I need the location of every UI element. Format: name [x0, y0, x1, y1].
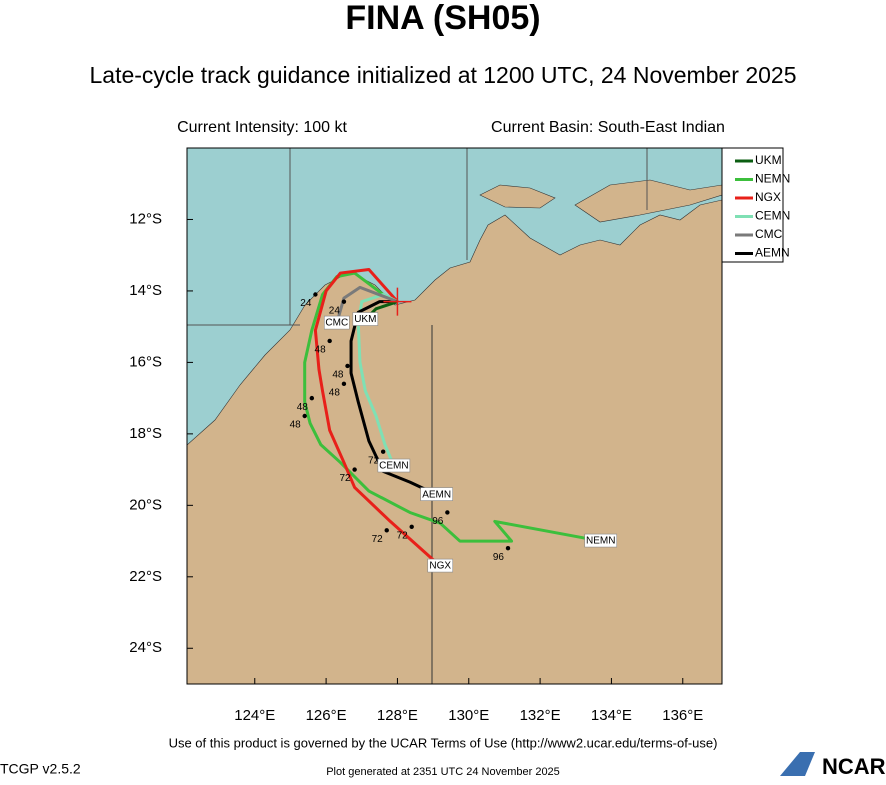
logo: NCAR [822, 754, 886, 779]
forecast-point [380, 449, 386, 454]
track-label-box [427, 558, 454, 573]
hour-label: 72 [372, 534, 384, 545]
legend-label: AEMN [755, 246, 790, 260]
track-label: UKM [354, 314, 376, 325]
hour-label: 48 [297, 402, 309, 413]
generated: Plot generated at 2351 UTC 24 November 2… [326, 766, 560, 778]
track [349, 300, 438, 496]
hour-label: 72 [368, 455, 380, 466]
track-label: NEMN [586, 536, 615, 547]
forecast-point [352, 467, 357, 472]
legend-label: NEMN [755, 172, 790, 186]
x-tick-label: 136°E [662, 707, 703, 724]
version: TCGP v2.5.2 [0, 761, 81, 777]
basin: Current Basin: South-East Indian [491, 119, 725, 136]
forecast-point [313, 292, 318, 297]
intensity: Current Intensity: 100 kt [177, 119, 347, 136]
legend-label: CEMN [755, 209, 790, 223]
subtitle: Late-cycle track guidance initialized at… [90, 62, 797, 88]
forecast-point [345, 363, 350, 369]
legend-label: UKM [755, 153, 782, 167]
forecast-point [302, 413, 307, 419]
track-label-box [377, 458, 411, 473]
land [187, 199, 722, 684]
logo-mark [780, 752, 815, 776]
y-tick-label: 22°S [129, 568, 162, 585]
y-tick-label: 20°S [129, 496, 162, 513]
x-tick-label: 128°E [377, 707, 418, 724]
track-label: CEMN [379, 461, 408, 472]
forecast-point [341, 381, 347, 387]
forecast-point [384, 528, 389, 533]
hour-label: 24 [329, 305, 341, 316]
x-tick-label: 132°E [520, 707, 561, 724]
track-label-box [352, 312, 379, 326]
x-tick-label: 134°E [591, 707, 632, 724]
forecast-point [327, 338, 332, 344]
hour-label: 96 [432, 516, 444, 527]
track [313, 267, 442, 568]
track [356, 293, 399, 467]
forecast-point [505, 546, 511, 551]
track-label-box [323, 315, 350, 330]
legend [721, 147, 784, 263]
track [335, 285, 398, 324]
island [479, 184, 556, 209]
track-label: AEMN [422, 489, 451, 500]
hour-label: 48 [332, 370, 344, 381]
forecast-point [409, 524, 414, 529]
y-tick-label: 14°S [129, 282, 162, 299]
y-tick-label: 12°S [129, 210, 162, 227]
x-tick-label: 126°E [306, 707, 347, 724]
legend-label: CMC [755, 227, 783, 241]
land [574, 179, 722, 223]
track-label-box [420, 487, 453, 501]
y-tick-label: 24°S [129, 639, 162, 656]
hour-label: 96 [493, 552, 505, 563]
frame [186, 147, 723, 685]
track-label: CMC [325, 318, 348, 329]
legend-label: NGX [755, 190, 781, 204]
y-tick-label: 16°S [129, 353, 162, 370]
y-tick-label: 18°S [129, 425, 162, 442]
hour-label: 48 [290, 420, 302, 431]
x-tick-label: 130°E [448, 707, 489, 724]
forecast-point [445, 510, 450, 515]
basemap [187, 148, 722, 684]
hour-label: 24 [300, 298, 312, 309]
title: FINA (SH05) [345, 0, 540, 37]
hour-label: 48 [329, 387, 341, 398]
track-label: NGX [429, 561, 451, 572]
terms: Use of this product is governed by the U… [169, 735, 718, 750]
hour-label: 48 [315, 345, 327, 356]
track-label-box [584, 533, 618, 548]
forecast-point [309, 395, 315, 401]
hour-label: 72 [340, 473, 352, 484]
hour-label: 72 [397, 530, 409, 541]
forecast-point [341, 299, 347, 304]
x-tick-label: 124°E [234, 707, 275, 724]
